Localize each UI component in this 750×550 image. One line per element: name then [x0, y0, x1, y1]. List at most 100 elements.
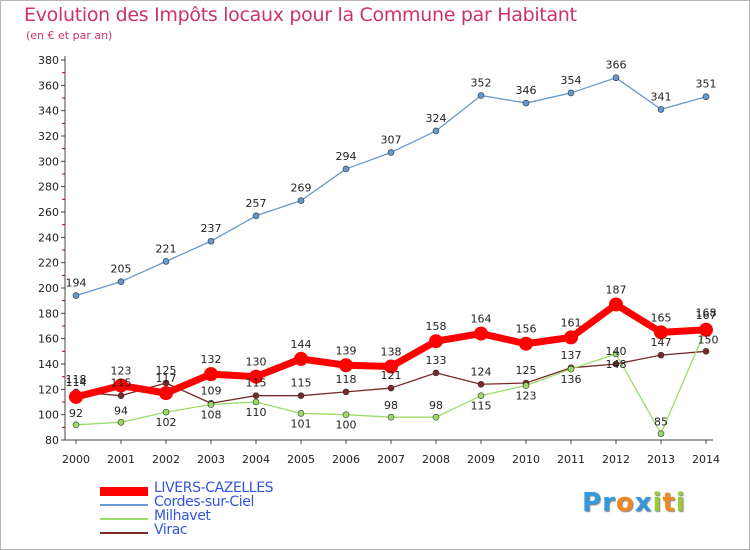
legend-swatch [100, 532, 148, 534]
data-point [567, 89, 575, 97]
x-tick-label: 2000 [62, 453, 90, 466]
data-label: 98 [429, 399, 443, 412]
data-point [297, 392, 305, 399]
data-label: 137 [561, 349, 582, 362]
data-label: 351 [696, 78, 717, 91]
data-point [702, 93, 710, 101]
data-label: 125 [156, 364, 177, 377]
data-point [477, 380, 485, 388]
data-label: 124 [471, 365, 492, 378]
data-label: 123 [516, 390, 537, 403]
logo-letter: i [652, 488, 663, 518]
series-livers-cazelles [69, 297, 713, 404]
data-label: 269 [291, 182, 312, 195]
data-label: 117 [156, 372, 177, 385]
data-label: 187 [606, 283, 627, 296]
data-label: 118 [66, 373, 87, 386]
data-point [474, 326, 488, 341]
data-label: 130 [246, 356, 267, 369]
data-label: 115 [111, 377, 132, 390]
data-point [117, 392, 125, 399]
data-label: 346 [516, 84, 537, 97]
x-tick-label: 2003 [197, 453, 225, 466]
data-point [207, 401, 215, 408]
legend-label: LIVERS-CAZELLES [154, 480, 274, 496]
data-point [252, 398, 260, 406]
data-point [117, 278, 125, 285]
data-point [612, 360, 620, 368]
data-label: 94 [114, 404, 128, 417]
x-tick-label: 2006 [332, 453, 360, 466]
data-label: 148 [606, 358, 627, 371]
data-point [114, 378, 128, 393]
data-label: 352 [471, 76, 492, 89]
x-tick-label: 2002 [152, 453, 180, 466]
data-point [429, 334, 443, 349]
data-label: 115 [471, 400, 492, 413]
x-tick-label: 2012 [602, 453, 630, 466]
data-point [207, 237, 215, 245]
data-label: 161 [561, 316, 582, 329]
data-label: 101 [291, 417, 312, 430]
logo-letter: x [634, 488, 653, 518]
y-tick-label: 260 [38, 206, 59, 219]
data-point [72, 421, 80, 429]
data-label: 221 [156, 242, 177, 255]
data-point [432, 127, 440, 135]
data-label: 118 [336, 373, 357, 386]
data-point [342, 388, 350, 396]
data-label: 110 [246, 406, 267, 419]
data-label: 123 [111, 365, 132, 378]
legend-label: Cordes-sur-Ciel [154, 494, 254, 510]
data-point [612, 74, 620, 82]
series-cordes-sur-ciel [72, 74, 710, 299]
data-point [117, 418, 125, 426]
x-tick-label: 2014 [692, 453, 720, 466]
data-label: 168 [696, 307, 717, 320]
data-point [387, 149, 395, 156]
data-label: 136 [561, 373, 582, 386]
data-point [252, 392, 260, 399]
data-label: 108 [201, 409, 222, 422]
y-tick-label: 300 [38, 155, 59, 168]
series-line [75, 77, 707, 297]
data-label: 156 [516, 323, 537, 336]
chart-subtitle: (en € et par an) [26, 29, 113, 42]
y-tick-label: 80 [45, 434, 59, 447]
logo-letter: t [662, 488, 676, 518]
legend-swatch [100, 518, 148, 520]
x-tick-label: 2009 [467, 453, 495, 466]
data-label: 102 [156, 416, 177, 429]
data-point [612, 350, 620, 358]
proxiti-logo: Proxiti [582, 488, 686, 518]
data-label: 354 [561, 74, 582, 87]
y-tick-label: 180 [38, 307, 59, 320]
data-label: 165 [651, 311, 672, 324]
data-point [654, 325, 668, 340]
data-point [162, 258, 170, 265]
data-point [609, 297, 623, 312]
data-point [297, 410, 305, 417]
data-point [699, 322, 713, 337]
data-point [387, 413, 395, 421]
x-tick-label: 2011 [557, 453, 585, 466]
data-point [162, 408, 170, 416]
y-tick-label: 200 [38, 282, 59, 295]
logo-letter: o [615, 488, 635, 518]
legend-swatch [100, 486, 148, 496]
x-tick-label: 2007 [377, 453, 405, 466]
data-label: 158 [426, 320, 447, 333]
y-tick-label: 160 [38, 333, 59, 346]
data-point [387, 384, 395, 392]
data-point [522, 99, 530, 107]
x-tick-label: 2013 [647, 453, 675, 466]
x-tick-label: 2001 [107, 453, 135, 466]
y-tick-label: 240 [38, 231, 59, 244]
data-point [432, 413, 440, 421]
data-label: 147 [651, 336, 672, 349]
data-label: 140 [606, 345, 627, 358]
data-label: 92 [69, 407, 83, 420]
data-label: 132 [201, 353, 222, 366]
y-tick-label: 280 [38, 181, 59, 194]
data-point [432, 369, 440, 377]
